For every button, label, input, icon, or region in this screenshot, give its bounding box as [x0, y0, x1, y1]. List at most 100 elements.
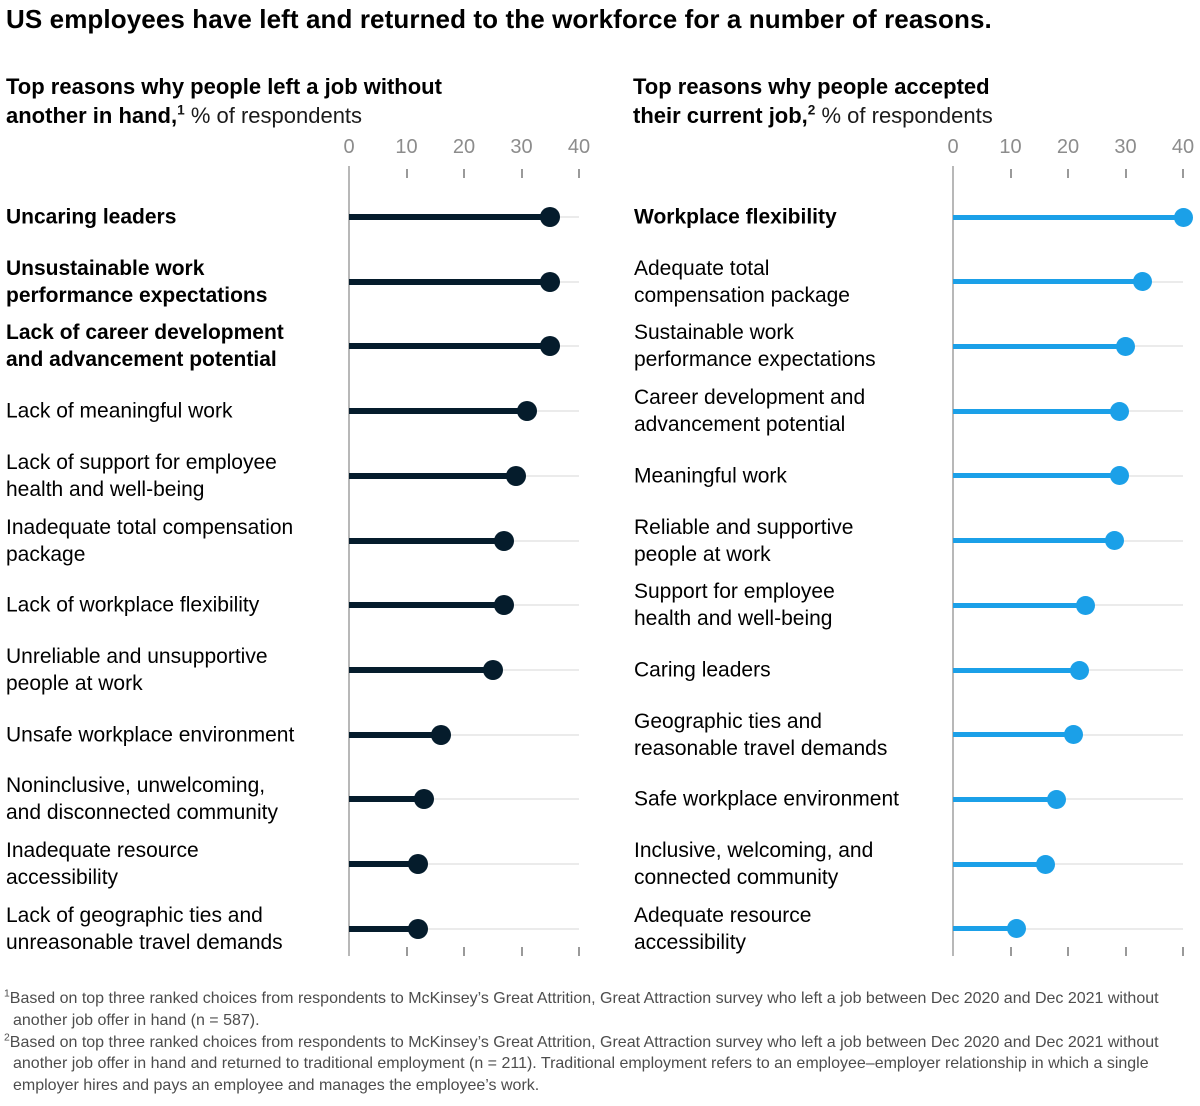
lollipop-dot — [1110, 401, 1130, 421]
lollipop-stem — [953, 796, 1057, 802]
axis-tick-top — [520, 169, 523, 178]
page-title: US employees have left and returned to t… — [6, 4, 992, 34]
row-track-line — [349, 798, 579, 801]
axis-zero-line — [348, 166, 350, 956]
lollipop-dot — [494, 595, 515, 616]
lollipop-dot — [1047, 789, 1066, 809]
lollipop-stem — [349, 343, 551, 350]
axis-tick-top — [578, 169, 580, 178]
left-panel-subtitle: Top reasons why people left a job withou… — [6, 72, 526, 130]
lollipop-dot — [540, 271, 561, 292]
axis-tick-label: 40 — [567, 136, 591, 158]
category-label: Meaningful work — [634, 464, 787, 488]
category-label: Reliable and supportive people at work — [634, 515, 854, 566]
axis-tick-bottom — [578, 947, 580, 956]
axis-tick-bottom — [405, 947, 408, 956]
axis-tick-top — [405, 169, 408, 178]
lollipop-dot — [1070, 660, 1089, 680]
axis-tick-bottom — [463, 947, 465, 956]
category-label: Unreliable and unsupportive people at wo… — [6, 645, 268, 696]
category-label: Geographic ties and reasonable travel de… — [634, 709, 888, 760]
lollipop-stem — [953, 732, 1074, 738]
lollipop-dot — [1064, 725, 1084, 745]
axis-tick-top — [1182, 169, 1184, 178]
category-label: Noninclusive, unwelcoming, and disconnec… — [6, 774, 278, 825]
lollipop-stem — [953, 538, 1114, 544]
lollipop-dot — [431, 724, 451, 745]
category-label: Uncaring leaders — [6, 205, 177, 229]
axis-tick-top — [463, 169, 465, 178]
lollipop-dot — [540, 336, 561, 357]
lollipop-dot — [1110, 466, 1130, 486]
lollipop-stem — [349, 667, 493, 674]
lollipop-stem — [953, 667, 1080, 673]
lollipop-stem — [953, 861, 1045, 867]
row-track-line — [953, 927, 1183, 930]
category-label: Sustainable work performance expectation… — [634, 321, 876, 372]
lollipop-stem — [953, 343, 1126, 349]
lollipop-dot — [1173, 207, 1193, 227]
axis-tick-label: 20 — [452, 136, 476, 158]
axis-tick-label: 20 — [1056, 136, 1080, 158]
lollipop-stem — [953, 279, 1143, 285]
lollipop-stem — [349, 796, 424, 803]
category-label: Lack of meaningful work — [6, 399, 233, 423]
category-label: Lack of career development and advanceme… — [6, 321, 284, 372]
footnote-2-sup: 2 — [4, 1032, 10, 1044]
category-label: Unsafe workplace environment — [6, 723, 295, 747]
axis-tick-top — [1067, 169, 1069, 178]
row-track-line — [953, 863, 1183, 866]
footnote-2: 2Based on top three ranked choices from … — [4, 1032, 1198, 1097]
row-track-line — [349, 863, 579, 866]
category-label: Caring leaders — [634, 658, 771, 682]
axis-tick-label: 10 — [999, 136, 1022, 158]
lollipop-stem — [349, 537, 505, 544]
category-label: Inadequate resource accessibility — [6, 839, 199, 890]
lollipop-dot — [1104, 531, 1124, 551]
lollipop-stem — [349, 214, 551, 220]
lollipop-dot — [1006, 919, 1026, 939]
row-track-line — [349, 733, 579, 736]
axis-tick-bottom — [1067, 947, 1069, 956]
lollipop-dot — [540, 207, 561, 227]
lollipop-stem — [953, 214, 1183, 220]
category-label: Adequate resource accessibility — [634, 903, 812, 954]
right-subtitle-unit: % of respondents — [815, 103, 993, 128]
lollipop-dot — [1035, 854, 1055, 874]
lollipop-dot — [1116, 336, 1135, 356]
footnotes: 1Based on top three ranked choices from … — [4, 988, 1198, 1097]
lollipop-dot — [505, 465, 526, 486]
category-label: Adequate total compensation package — [634, 256, 850, 307]
left-subtitle-text: Top reasons why people left a job withou… — [6, 74, 442, 128]
category-label: Lack of geographic ties and unreasonable… — [6, 903, 283, 954]
axis-tick-bottom — [520, 947, 523, 956]
lollipop-stem — [349, 731, 441, 738]
lollipop-stem — [349, 861, 418, 868]
axis-tick-bottom — [1182, 947, 1184, 956]
row-track-line — [349, 927, 579, 930]
category-label: Unsustainable work performance expectati… — [6, 256, 268, 307]
lollipop-dot — [482, 660, 503, 681]
category-label: Lack of workplace flexibility — [6, 593, 260, 617]
lollipop-stem — [953, 926, 1017, 932]
row-track-line — [953, 798, 1183, 801]
lollipop-dot — [408, 854, 428, 875]
left-subtitle-unit: % of respondents — [184, 103, 363, 128]
axis-tick-label: 10 — [395, 136, 418, 158]
footnote-2-marker: 2 — [807, 102, 816, 118]
lollipop-stem — [349, 278, 551, 285]
axis-tick-top — [1124, 169, 1127, 178]
footnote-1: 1Based on top three ranked choices from … — [4, 988, 1198, 1032]
category-label: Safe workplace environment — [634, 787, 899, 811]
axis-tick-label: 30 — [510, 136, 533, 158]
lollipop-stem — [953, 473, 1120, 479]
category-label: Lack of support for employee health and … — [6, 450, 277, 501]
right-panel-subtitle: Top reasons why people accepted their cu… — [633, 72, 1113, 130]
lollipop-dot — [494, 530, 515, 551]
lollipop-stem — [349, 925, 418, 932]
right-subtitle-text: Top reasons why people accepted their cu… — [633, 74, 990, 128]
category-label: Workplace flexibility — [634, 205, 837, 229]
lollipop-dot — [517, 401, 538, 422]
